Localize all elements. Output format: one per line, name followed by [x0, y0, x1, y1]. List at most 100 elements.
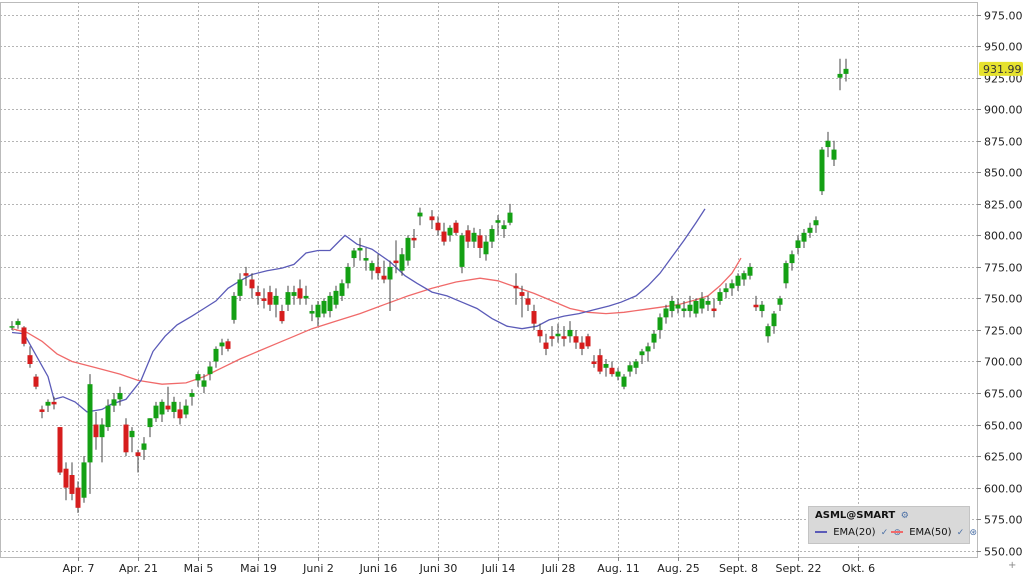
candle[interactable] [435, 216, 441, 236]
candle[interactable] [363, 247, 369, 271]
candle[interactable] [729, 279, 735, 296]
candle[interactable] [117, 386, 123, 406]
candle[interactable] [105, 399, 111, 431]
candle[interactable] [159, 399, 165, 423]
candle[interactable] [777, 295, 783, 312]
candle[interactable] [267, 285, 273, 312]
candle[interactable] [501, 220, 507, 238]
candle[interactable] [189, 389, 195, 406]
candle[interactable] [333, 285, 339, 309]
candle[interactable] [417, 207, 423, 226]
candle[interactable] [183, 399, 189, 419]
candle[interactable] [579, 336, 585, 356]
candle[interactable] [339, 279, 345, 301]
candle[interactable] [75, 481, 81, 513]
candle[interactable] [357, 237, 363, 261]
candle[interactable] [99, 418, 105, 463]
candle[interactable] [393, 240, 399, 274]
candle[interactable] [831, 140, 837, 166]
candle[interactable] [537, 323, 543, 343]
corner-crosshair-icon[interactable]: + [1008, 560, 1017, 571]
candle[interactable] [789, 250, 795, 271]
candle[interactable] [291, 285, 297, 305]
candle[interactable] [621, 374, 627, 390]
candle[interactable] [39, 405, 45, 419]
candle[interactable] [609, 361, 615, 377]
candle[interactable] [123, 418, 129, 457]
candle[interactable] [231, 292, 237, 324]
candle[interactable] [219, 338, 225, 356]
candle[interactable] [519, 285, 525, 318]
candle[interactable] [711, 298, 717, 318]
candle[interactable] [597, 348, 603, 375]
candle[interactable] [549, 326, 555, 347]
candle[interactable] [327, 292, 333, 318]
candle[interactable] [603, 358, 609, 377]
candle[interactable] [51, 396, 57, 410]
ema20-check-icon[interactable]: ✓ [880, 528, 889, 538]
candle[interactable] [285, 285, 291, 312]
candle[interactable] [273, 288, 279, 318]
legend-item-ema20[interactable]: EMA(20) ✓ ⊛ [815, 527, 901, 541]
candle[interactable] [561, 326, 567, 347]
candle[interactable] [147, 418, 153, 438]
candle[interactable] [249, 273, 255, 299]
candle[interactable] [627, 361, 633, 377]
candle[interactable] [699, 292, 705, 314]
candle[interactable] [177, 401, 183, 425]
candle[interactable] [399, 247, 405, 276]
candle[interactable] [783, 260, 789, 289]
candle[interactable] [795, 235, 801, 255]
candle[interactable] [819, 147, 825, 195]
candle[interactable] [315, 300, 321, 327]
candle[interactable] [81, 456, 87, 503]
candle[interactable] [513, 273, 519, 305]
candle[interactable] [705, 295, 711, 312]
candle[interactable] [591, 355, 597, 368]
candle[interactable] [543, 333, 549, 356]
ema50-visibility-icon[interactable]: ⊛ [969, 528, 977, 538]
candle[interactable] [381, 260, 387, 284]
candle[interactable] [441, 222, 447, 246]
candle[interactable] [495, 215, 501, 236]
candle[interactable] [585, 333, 591, 349]
candle[interactable] [63, 462, 69, 501]
candle[interactable] [237, 273, 243, 301]
candle[interactable] [153, 401, 159, 423]
candle[interactable] [261, 288, 267, 309]
candle[interactable] [477, 229, 483, 259]
legend-item-ema50[interactable]: EMA(50) ✓ ⊛ [891, 527, 977, 541]
candle[interactable] [375, 254, 381, 280]
candle[interactable] [651, 329, 657, 349]
candle[interactable] [87, 374, 93, 494]
candle[interactable] [369, 260, 375, 280]
candle[interactable] [129, 427, 135, 453]
candle[interactable] [555, 323, 561, 343]
candle[interactable] [837, 58, 843, 91]
candle[interactable] [759, 300, 765, 318]
candle[interactable] [669, 295, 675, 318]
candle[interactable] [21, 326, 27, 347]
ema20-visibility-icon[interactable]: ⊛ [893, 528, 901, 538]
candle[interactable] [93, 411, 99, 450]
candle[interactable] [615, 367, 621, 381]
indicator-legend[interactable]: ASML@SMART ⚙ EMA(20) ✓ ⊛ EMA(50) ✓ ⊛ [808, 506, 977, 544]
candle[interactable] [279, 304, 285, 324]
candle[interactable] [171, 396, 177, 419]
candle[interactable] [207, 361, 213, 381]
candle[interactable] [525, 292, 531, 312]
candle[interactable] [303, 285, 309, 305]
candle[interactable] [771, 311, 777, 334]
candle[interactable] [57, 427, 63, 476]
candle[interactable] [657, 313, 663, 339]
candle[interactable] [633, 358, 639, 375]
candle[interactable] [483, 235, 489, 261]
candle[interactable] [297, 279, 303, 305]
candle[interactable] [465, 225, 471, 248]
candle[interactable] [345, 263, 351, 289]
candle[interactable] [141, 437, 147, 460]
candle[interactable] [165, 386, 171, 412]
candle[interactable] [255, 285, 261, 305]
candle[interactable] [243, 266, 249, 286]
